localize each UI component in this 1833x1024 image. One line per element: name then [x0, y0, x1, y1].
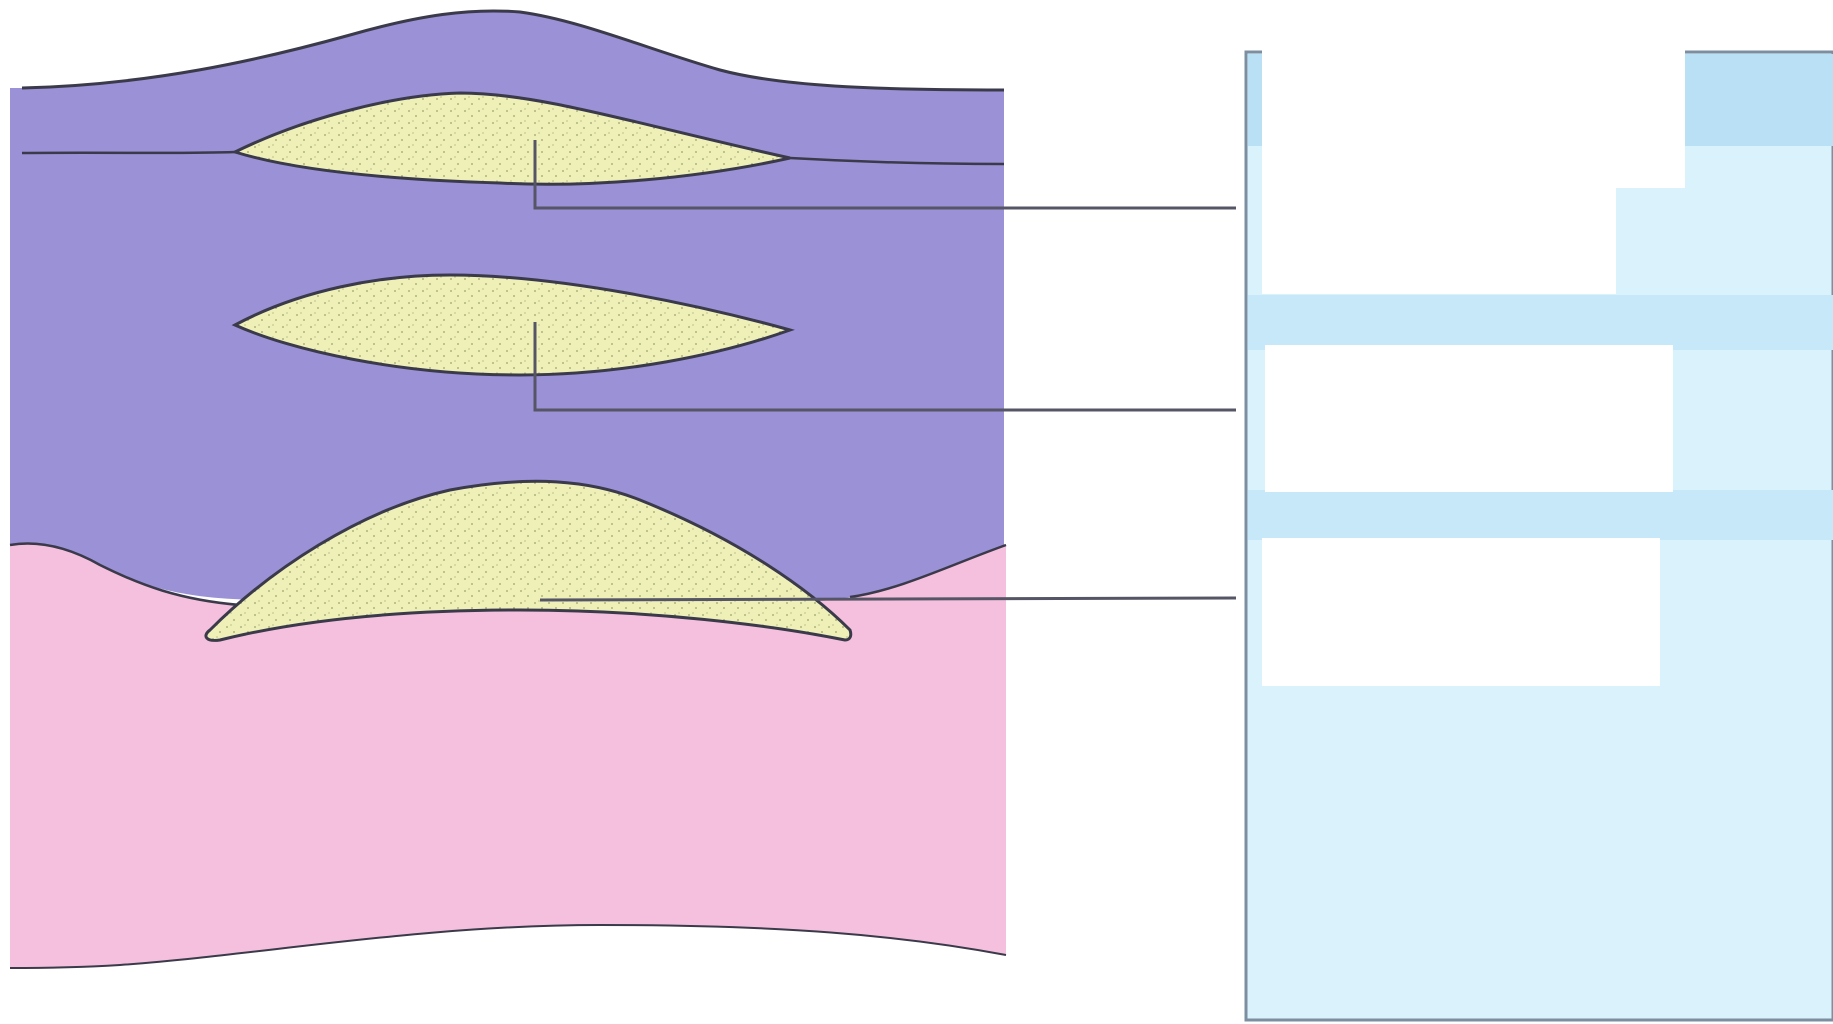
bottom-surface-line	[9, 923, 1007, 969]
leader-line-2	[533, 322, 1236, 412]
top-surface-line	[21, 9, 1005, 92]
panel-band	[1248, 295, 1833, 350]
label-box-2	[1265, 345, 1673, 492]
label-box-3-rect	[1262, 538, 1660, 686]
leader-line-1	[533, 140, 1236, 210]
layer-boundary-line	[9, 542, 1007, 607]
panel-band	[1248, 490, 1833, 540]
label-box-3	[1262, 538, 1660, 686]
label-box-1	[1262, 28, 1685, 294]
leader-line-3	[539, 596, 1237, 602]
middle-sand-lens	[231, 273, 795, 377]
bedding-line	[21, 150, 1005, 166]
label-box-1-top	[1262, 28, 1685, 188]
label-box-1-bottom	[1262, 188, 1616, 294]
lower-rock-layer	[10, 543, 1006, 968]
label-box-2-rect	[1265, 345, 1673, 492]
upper-sand-lens	[230, 91, 791, 186]
